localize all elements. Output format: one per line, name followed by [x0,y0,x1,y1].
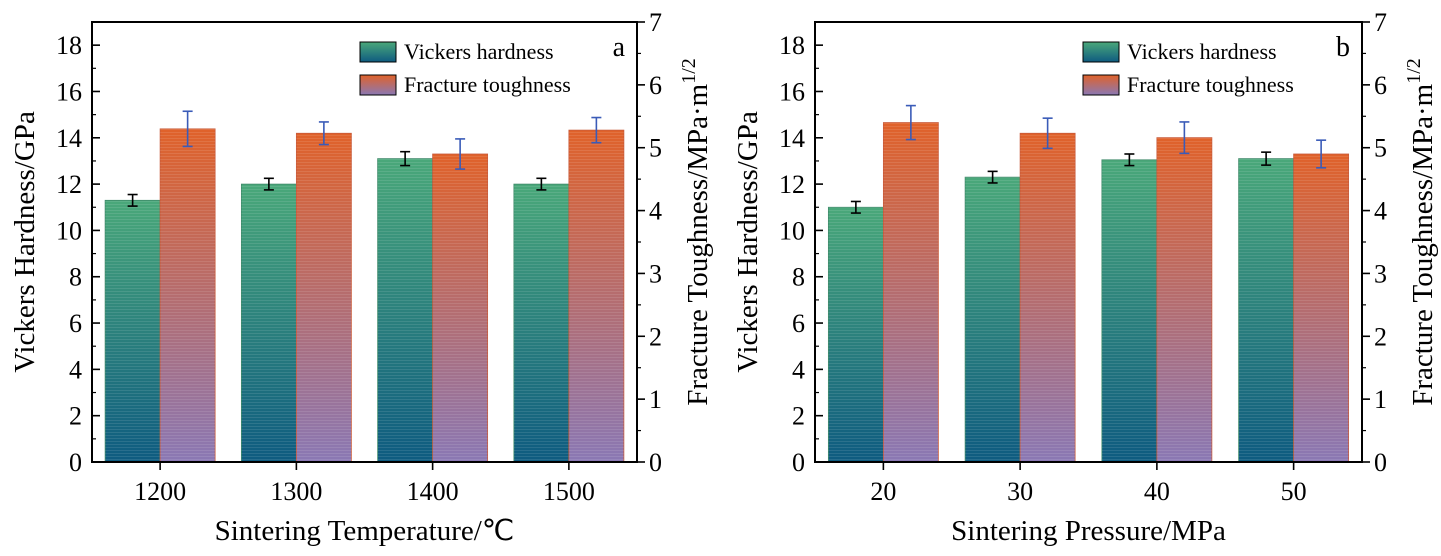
legend-label: Fracture toughness [1127,72,1294,97]
x-tick-label: 40 [1144,477,1170,506]
hardness-error-bar [536,177,547,191]
toughness-error-bar [1316,139,1327,169]
toughness-error-bar [591,116,602,144]
right-y-tick-label: 6 [649,71,662,100]
left-y-tick-label: 16 [56,77,82,106]
hardness-error-bar [400,150,411,167]
right-y-axis-title-superscript: 1/2 [678,58,700,84]
legend-label: Vickers hardness [404,39,554,64]
toughness-error-bar [182,110,193,148]
left-y-tick-label: 6 [69,309,82,338]
hardness-error-bar [1261,151,1272,166]
toughness-bar-texture [160,128,216,462]
panel-label: a [613,32,626,63]
left-y-tick-label: 2 [792,402,805,431]
right-y-tick-label: 3 [1374,259,1387,288]
toughness-bar-texture [1156,137,1212,462]
x-axis-title: Sintering Temperature/℃ [215,515,515,547]
legend-swatch-hardness [1082,41,1120,63]
x-tick-label: 30 [1007,477,1033,506]
toughness-error-bar [318,121,329,146]
left-y-tick-label: 14 [56,124,82,153]
hardness-bar-texture [377,158,433,462]
left-y-tick-label: 10 [779,216,805,245]
right-y-axis-title-superscript: 1/2 [1403,58,1425,84]
hardness-bar-texture [105,200,161,462]
toughness-bar-texture [1293,154,1349,462]
x-tick-label: 1300 [270,477,322,506]
left-y-tick-label: 4 [792,355,805,384]
hardness-bar-texture [1238,158,1294,462]
right-y-axis-title: Fracture Toughness/MPa·m1/2 [1403,58,1439,406]
toughness-error-bar [1042,117,1053,150]
toughness-bar-texture [432,154,488,462]
hardness-error-bar [1124,153,1135,167]
right-y-tick-label: 0 [649,448,662,477]
right-y-tick-label: 4 [649,197,662,226]
right-y-tick-label: 0 [1374,448,1387,477]
panel-label: b [1336,32,1350,63]
x-tick-label: 1500 [543,477,595,506]
toughness-error-bar [1179,121,1190,155]
toughness-error-bar [905,104,916,141]
left-y-axis-title: Vickers Hardness/GPa [9,111,41,373]
right-y-tick-label: 4 [1374,197,1387,226]
toughness-bar-texture [883,122,939,463]
hardness-error-bar [987,170,998,184]
right-y-tick-label: 7 [1374,8,1387,37]
hardness-bar-texture [241,184,297,462]
left-y-tick-label: 12 [779,170,805,199]
left-y-tick-label: 18 [779,31,805,60]
hardness-bar-texture [828,207,884,462]
x-axis-title: Sintering Pressure/MPa [951,515,1226,547]
left-y-tick-label: 8 [792,263,805,292]
right-y-tick-label: 7 [649,8,662,37]
left-y-tick-label: 16 [779,77,805,106]
legend-label: Vickers hardness [1127,39,1277,64]
hardness-error-bar [263,177,274,191]
right-y-tick-label: 2 [649,322,662,351]
right-y-tick-label: 3 [649,259,662,288]
right-y-tick-label: 1 [1374,385,1387,414]
right-y-tick-label: 2 [1374,322,1387,351]
right-y-axis-title-main: Fracture Toughness/MPa·m [682,83,714,405]
hardness-error-bar [127,193,138,207]
right-y-axis-title: Fracture Toughness/MPa·m1/2 [678,58,714,406]
left-y-axis-title: Vickers Hardness/GPa [732,111,764,373]
right-y-axis-title-main: Fracture Toughness/MPa·m [1407,83,1439,405]
left-y-tick-label: 14 [779,124,805,153]
left-y-tick-label: 4 [69,355,82,384]
left-y-tick-label: 8 [69,263,82,292]
legend-label: Fracture toughness [404,72,571,97]
left-y-tick-label: 0 [792,448,805,477]
left-y-tick-label: 10 [56,216,82,245]
x-tick-label: 1400 [407,477,459,506]
hardness-error-bar [850,200,861,214]
right-y-tick-label: 5 [649,134,662,163]
toughness-bar-texture [568,130,624,462]
left-y-tick-label: 12 [56,170,82,199]
legend-swatch-toughness [359,74,397,96]
left-y-tick-label: 6 [792,309,805,338]
hardness-bar-texture [1101,159,1157,462]
left-y-tick-label: 18 [56,31,82,60]
x-tick-label: 20 [870,477,896,506]
toughness-error-bar [455,138,466,170]
left-y-tick-label: 2 [69,402,82,431]
x-tick-label: 1200 [134,477,186,506]
toughness-bar-texture [1020,133,1076,462]
right-y-tick-label: 1 [649,385,662,414]
hardness-bar-texture [965,177,1021,462]
legend-swatch-hardness [359,41,397,63]
right-y-tick-label: 6 [1374,71,1387,100]
x-tick-label: 50 [1281,477,1307,506]
right-y-tick-label: 5 [1374,134,1387,163]
hardness-bar-texture [513,184,569,462]
left-y-tick-label: 0 [69,448,82,477]
legend-swatch-toughness [1082,74,1120,96]
toughness-bar-texture [296,133,352,462]
